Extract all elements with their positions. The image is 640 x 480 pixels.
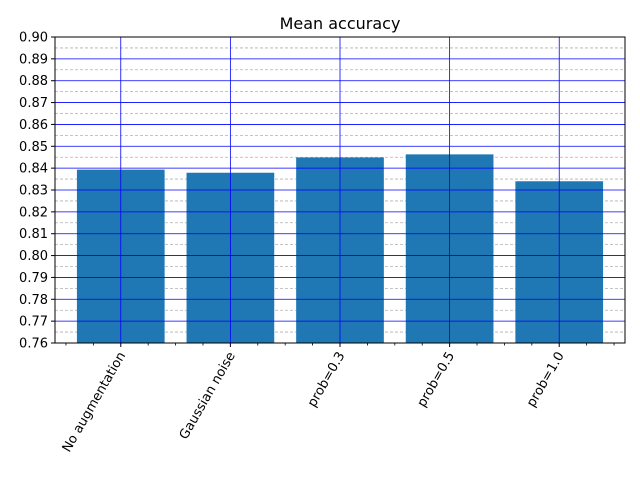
y-tick-label: 0.77 (19, 315, 48, 330)
y-tick-label: 0.84 (19, 162, 48, 177)
y-tick-label: 0.89 (19, 52, 48, 67)
y-tick-label: 0.88 (19, 74, 48, 89)
x-tick-label: prob=1.0 (524, 350, 568, 410)
major-grid (55, 36, 625, 344)
y-tick-label: 0.86 (19, 118, 48, 133)
y-tick-label: 0.82 (19, 205, 48, 220)
y-tick-label: 0.87 (19, 96, 48, 111)
y-tick-label: 0.78 (19, 293, 48, 308)
x-tick-label: prob=0.3 (305, 350, 349, 410)
y-tick-label: 0.90 (19, 31, 48, 46)
y-tick-label: 0.83 (19, 184, 48, 199)
y-tick-label: 0.80 (19, 249, 48, 264)
y-tick-label: 0.76 (19, 337, 48, 352)
x-tick-label: Gaussian noise (177, 350, 239, 443)
x-tick-label: prob=0.5 (415, 349, 459, 409)
y-tick-label: 0.79 (19, 271, 48, 286)
chart-title: Mean accuracy (280, 14, 401, 33)
y-tick-label: 0.85 (19, 140, 48, 155)
y-axis-ticks: 0.76 0.77 0.78 0.79 0.80 0.81 0.82 0.83 0.84 0.85… (19, 31, 55, 352)
x-axis-ticks: No augmentation Gaussian noise prob=0.3 pro… (60, 343, 615, 455)
y-tick-label: 0.81 (19, 227, 48, 242)
x-tick-label: No augmentation (60, 350, 130, 455)
